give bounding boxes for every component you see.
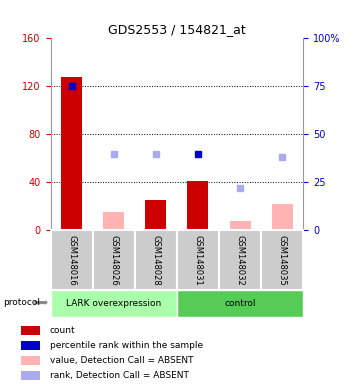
Text: GSM148028: GSM148028 (151, 235, 160, 286)
Text: LARK overexpression: LARK overexpression (66, 299, 161, 308)
Bar (61, 77, 82, 230)
Bar (103, 212, 124, 230)
Bar (145, 200, 166, 230)
Bar (261, 230, 303, 290)
Text: percentile rank within the sample: percentile rank within the sample (49, 341, 203, 350)
Text: rank, Detection Call = ABSENT: rank, Detection Call = ABSENT (49, 371, 188, 380)
Bar (51, 230, 93, 290)
Bar (21, 326, 40, 335)
Text: GSM148032: GSM148032 (236, 235, 244, 286)
Bar (93, 230, 135, 290)
Bar (21, 371, 40, 380)
Bar (219, 230, 261, 290)
Bar (21, 356, 40, 365)
Bar (21, 341, 40, 350)
Text: GSM148026: GSM148026 (109, 235, 118, 286)
Bar (135, 230, 177, 290)
Text: GSM148016: GSM148016 (67, 235, 76, 286)
Bar (51, 290, 177, 317)
Text: GSM148031: GSM148031 (193, 235, 203, 286)
Title: GDS2553 / 154821_at: GDS2553 / 154821_at (108, 23, 246, 36)
Text: count: count (49, 326, 75, 335)
Text: control: control (224, 299, 256, 308)
Bar (271, 204, 293, 230)
Text: protocol: protocol (4, 298, 40, 307)
Bar (177, 230, 219, 290)
Text: value, Detection Call = ABSENT: value, Detection Call = ABSENT (49, 356, 193, 365)
Bar (187, 181, 208, 230)
Text: GSM148035: GSM148035 (278, 235, 287, 286)
Bar (230, 221, 251, 230)
Bar (177, 290, 303, 317)
